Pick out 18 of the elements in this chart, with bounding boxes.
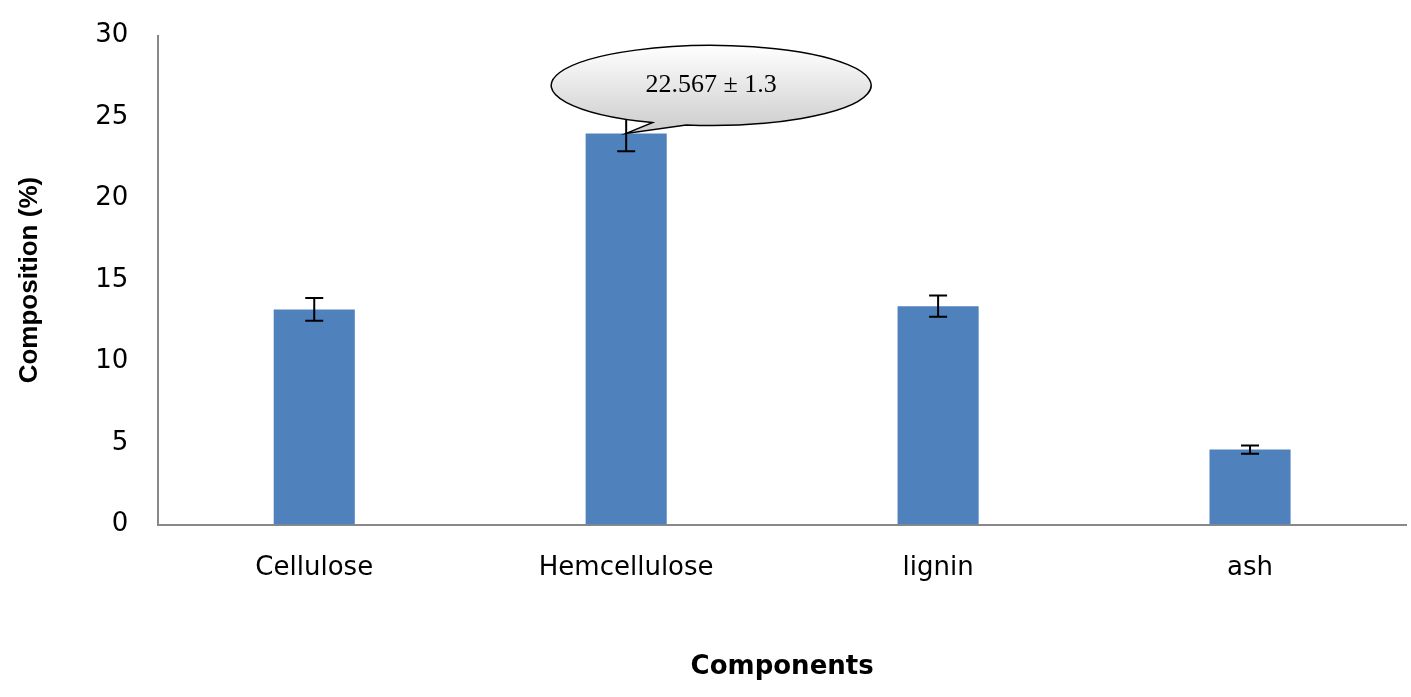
x-tick-label: lignin: [902, 550, 974, 581]
bar: [273, 309, 355, 525]
y-tick-label: 0: [111, 507, 129, 538]
x-tick-label: ash: [1227, 550, 1274, 581]
bar: [585, 133, 667, 525]
y-tick-label: 25: [95, 99, 129, 130]
y-tick-label: 5: [111, 425, 129, 456]
y-tick-label: 10: [95, 344, 129, 375]
y-tick-label: 15: [95, 262, 129, 293]
bar: [1209, 449, 1291, 525]
x-axis-title: Components: [690, 650, 874, 681]
y-axis-title: Composition (%): [12, 176, 43, 384]
x-tick-label: Cellulose: [255, 550, 374, 581]
bar: [897, 306, 979, 525]
x-tick-label: Hemcellulose: [538, 550, 714, 581]
y-tick-label: 30: [95, 18, 129, 49]
y-tick-label: 20: [95, 181, 129, 212]
annotation: 22.567 ± 1.3: [645, 69, 777, 99]
